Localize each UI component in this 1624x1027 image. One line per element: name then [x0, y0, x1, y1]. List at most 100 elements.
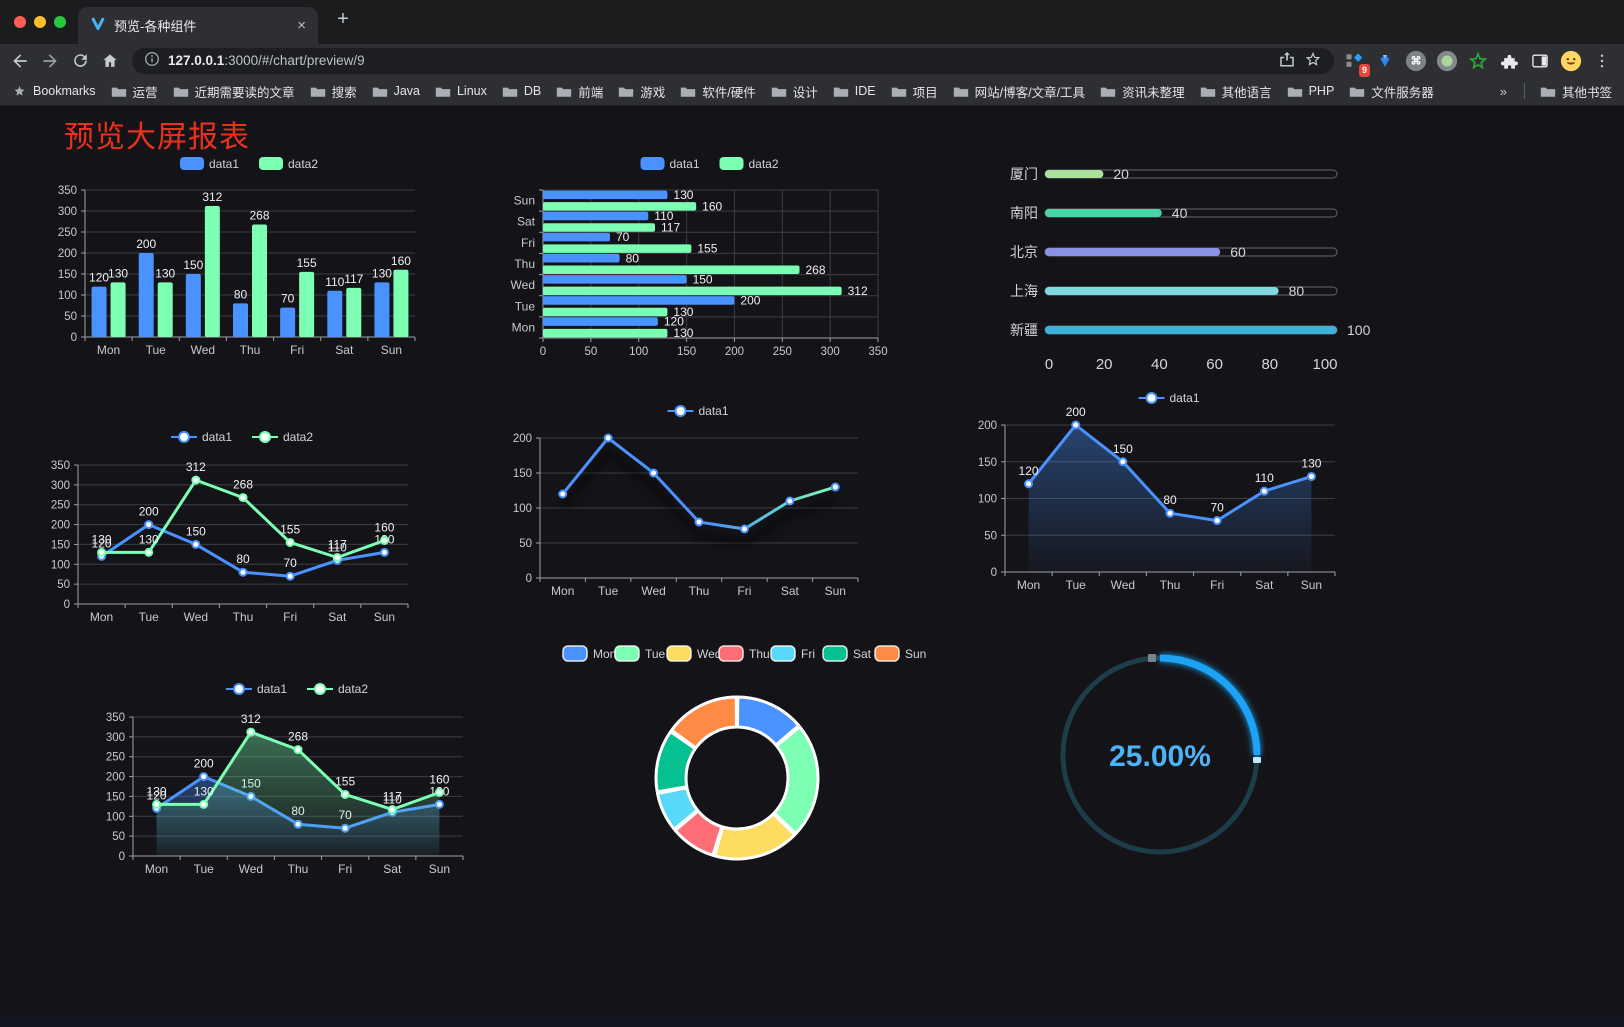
svg-text:Fri: Fri [801, 647, 815, 661]
green-star-icon[interactable] [1466, 49, 1490, 73]
bookmark-folder[interactable]: 软件/硬件 [680, 82, 756, 101]
window-zoom-button[interactable] [54, 16, 66, 28]
svg-text:110: 110 [328, 540, 347, 554]
chart-line-dual[interactable]: 0 50 100 150 200 250 300 350 Mon Tue Wed Thu Fri Sat S… [40, 425, 420, 640]
bookmarks-overflow-icon[interactable]: » [1499, 83, 1507, 99]
folder-icon [1287, 87, 1302, 97]
bookmark-star-icon[interactable] [1304, 50, 1322, 71]
bookmark-folder[interactable]: 游戏 [618, 82, 665, 101]
bookmark-folder[interactable]: 前端 [556, 82, 603, 101]
bookmark-folder[interactable]: 文件服务器 [1349, 82, 1434, 101]
extensions-cluster: 9 ⌘ [1342, 49, 1618, 77]
svg-text:Tue: Tue [515, 299, 536, 313]
bookmark-label: 软件/硬件 [702, 85, 756, 100]
profile-avatar[interactable] [1559, 49, 1583, 73]
tab-close-icon[interactable]: × [297, 17, 306, 34]
window-minimize-button[interactable] [34, 16, 46, 28]
svg-text:20: 20 [1096, 356, 1113, 373]
svg-text:Sat: Sat [781, 584, 800, 598]
svg-text:130: 130 [194, 784, 214, 798]
bookmark-folder[interactable]: 近期需要读的文章 [173, 82, 295, 101]
tab-title: 预览-各种组件 [114, 19, 197, 34]
svg-text:data1: data1 [209, 157, 239, 171]
bookmark-folder[interactable]: 设计 [771, 82, 818, 101]
svg-text:150: 150 [106, 791, 125, 803]
back-icon[interactable] [6, 47, 34, 75]
chart-line-gradient[interactable]: 0 50 100 150 200 Mon Tue Wed Thu Fri Sat Sun data1 [505, 398, 890, 613]
extension-grid-icon[interactable]: 9 [1342, 49, 1370, 77]
svg-text:312: 312 [241, 712, 261, 726]
bookmark-folder[interactable]: 搜索 [310, 82, 357, 101]
site-favicon [90, 16, 106, 35]
bookmark-label: Linux [456, 84, 487, 98]
svg-text:100: 100 [978, 494, 997, 506]
svg-text:40: 40 [1172, 205, 1188, 221]
svg-text:150: 150 [1113, 442, 1133, 456]
chart-donut[interactable]: Mon Tue Wed Thu Fri Sat Sun [555, 638, 930, 888]
side-panel-icon[interactable] [1528, 49, 1552, 73]
home-icon[interactable] [96, 47, 124, 75]
bookmark-folder[interactable]: 其他语言 [1200, 82, 1272, 101]
svg-text:Sat: Sat [853, 647, 872, 661]
chart-area-single[interactable]: 0 50 100 150 200 Mon Tue Wed Thu Fri Sat Sun data1 12… [975, 388, 1355, 598]
svg-text:Mon: Mon [90, 610, 113, 624]
svg-text:data2: data2 [338, 682, 368, 696]
svg-text:130: 130 [673, 305, 693, 319]
bookmark-label: 运营 [132, 85, 158, 100]
svg-text:70: 70 [283, 556, 297, 570]
svg-text:Thu: Thu [514, 257, 535, 271]
svg-text:Thu: Thu [233, 610, 254, 624]
bookmarks-manager[interactable]: Bookmarks [12, 84, 96, 99]
bookmarks-divider [1523, 83, 1525, 99]
chart-area-dual[interactable]: 0 50 100 150 200 250 300 350 Mon Tue Wed Thu Fri Sat S… [100, 675, 480, 890]
reload-icon[interactable] [66, 47, 94, 75]
site-info-icon[interactable] [144, 51, 160, 70]
chart-progress-bars[interactable]: 厦门 20 南阳 40 北京 60 上海 80 新疆 100 0 20 40 60 80 100 [995, 150, 1375, 390]
svg-text:Wed: Wed [1111, 578, 1135, 592]
record-circle-icon[interactable] [1435, 49, 1459, 73]
chart-bar-grouped[interactable]: 0 50 100 150 200 250 300 350 Mon Tue Wed Thu Fri Sat S… [40, 150, 425, 365]
svg-text:Mon: Mon [512, 320, 535, 334]
new-tab-button[interactable]: + [337, 8, 349, 30]
svg-text:100: 100 [629, 346, 648, 358]
url-bar[interactable]: 127.0.0.1:3000/#/chart/preview/9 [132, 47, 1334, 74]
svg-text:Thu: Thu [689, 584, 710, 598]
bookmark-folder[interactable]: 项目 [891, 82, 938, 101]
svg-text:Sun: Sun [381, 343, 402, 357]
bookmark-label: 游戏 [640, 85, 666, 100]
bookmarks-star-icon [14, 85, 25, 96]
svg-text:120: 120 [89, 271, 109, 285]
bookmark-folder[interactable]: IDE [833, 82, 876, 101]
svg-text:200: 200 [725, 346, 744, 358]
command-circle-icon[interactable]: ⌘ [1404, 49, 1428, 73]
other-bookmarks[interactable]: 其他书签 [1540, 82, 1612, 101]
bookmark-folder[interactable]: DB [502, 82, 541, 101]
browser-menu-icon[interactable] [1590, 49, 1614, 73]
bookmark-folder[interactable]: PHP [1287, 82, 1334, 101]
svg-text:300: 300 [106, 732, 125, 744]
svg-text:155: 155 [297, 256, 317, 270]
bookmark-label: DB [523, 84, 542, 98]
bookmark-folder[interactable]: 资讯未整理 [1100, 82, 1185, 101]
svg-text:160: 160 [702, 199, 722, 213]
folder-icon [1100, 87, 1116, 97]
extensions-puzzle-icon[interactable] [1497, 49, 1521, 73]
gem-icon[interactable] [1373, 49, 1397, 73]
window-close-button[interactable] [14, 16, 26, 28]
share-icon[interactable] [1278, 50, 1296, 71]
svg-text:268: 268 [288, 730, 308, 744]
browser-tab[interactable]: 预览-各种组件 × [78, 7, 318, 44]
bookmark-folder[interactable]: Java [372, 82, 420, 101]
chart-gauge[interactable]: 25.00% [1055, 650, 1265, 860]
svg-text:150: 150 [58, 269, 77, 281]
svg-text:Thu: Thu [288, 862, 309, 876]
svg-text:Thu: Thu [749, 647, 770, 661]
bookmark-label: Java [393, 84, 420, 98]
chart-bar-horizontal[interactable]: 0 50 100 150 200 250 300 350 Mon Tue Wed Thu Fri Sat S… [505, 150, 895, 365]
svg-text:data2: data2 [288, 157, 318, 171]
bookmark-folder[interactable]: Linux [435, 82, 487, 101]
bookmark-folder[interactable]: 运营 [111, 82, 158, 101]
svg-text:70: 70 [281, 292, 295, 306]
bookmark-folder[interactable]: 网站/博客/文章/工具 [953, 82, 1085, 101]
forward-icon[interactable] [36, 47, 64, 75]
